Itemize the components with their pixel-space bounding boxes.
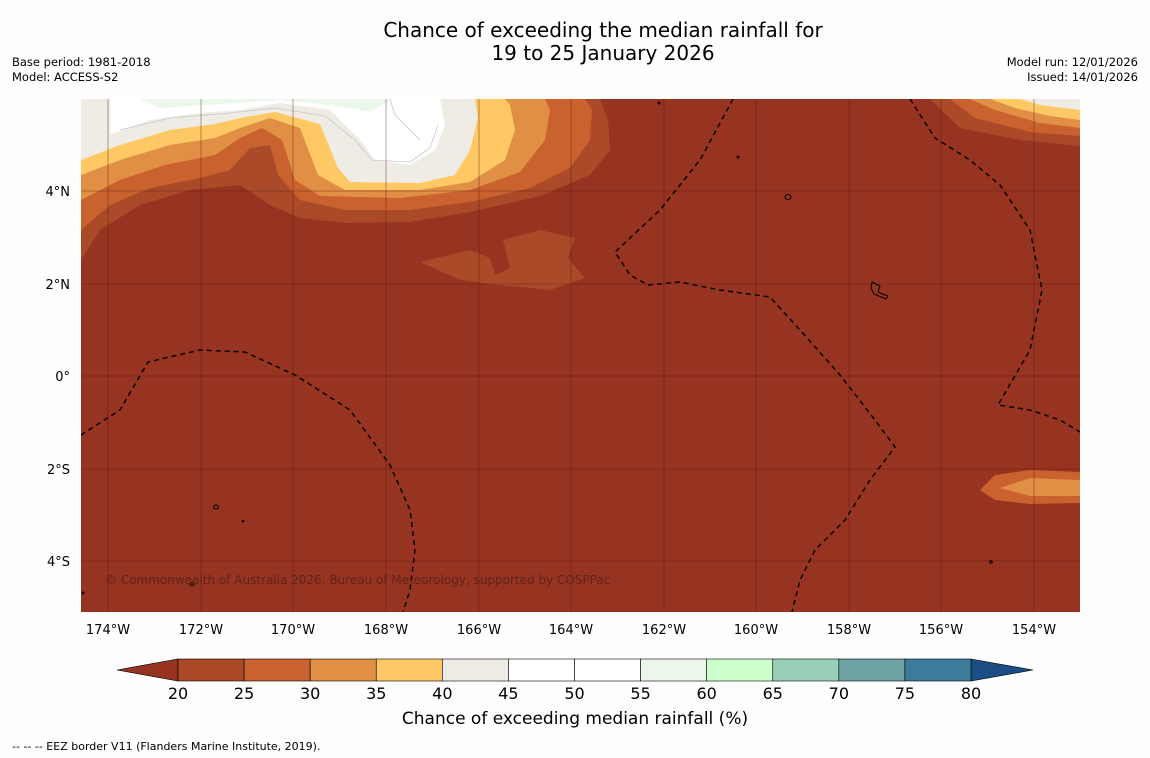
lat-tick-label: 0°: [55, 370, 70, 385]
contour-ne-40-45: [1020, 99, 1080, 110]
lat-gridlines: [81, 190, 1080, 562]
lat-tick-label: 4°N: [46, 185, 71, 200]
contour-45-55: [110, 99, 445, 165]
eez-footnote: -- -- -- EEZ border V11 (Flanders Marine…: [12, 740, 321, 753]
colorbar-tick-label: 45: [498, 684, 518, 703]
map-title: Chance of exceeding the median rainfall …: [0, 19, 1150, 65]
lon-tick-label: 164°W: [549, 623, 593, 638]
colorbar-tick-label: 40: [432, 684, 452, 703]
contour-lines-wet: [119, 99, 439, 163]
colorbar-tick-label: 80: [961, 684, 981, 703]
lon-tick-label: 174°W: [86, 623, 130, 638]
issued-date: Issued: 14/01/2026: [1027, 70, 1138, 84]
title-line-1: Chance of exceeding the median rainfall …: [383, 18, 823, 42]
lon-tick-label: 154°W: [1012, 623, 1056, 638]
colorbar-segment: [904, 658, 972, 682]
colorbar-segment: [177, 658, 245, 682]
lon-tick-label: 156°W: [919, 623, 963, 638]
colorbar-tick-label: 25: [234, 684, 254, 703]
colorbar-segment: [706, 658, 774, 682]
colorbar-segment: [640, 658, 707, 682]
colorbar-segment: [442, 658, 509, 682]
colorbar-segment: [838, 658, 906, 682]
lat-tick-label: 2°N: [46, 278, 71, 293]
model-run: Model run: 12/01/2026: [1006, 55, 1138, 69]
colorbar-under-arrow: [116, 658, 179, 682]
meta-right: Model run: 12/01/2026 Issued: 14/01/2026: [1007, 55, 1138, 85]
colorbar-segment: [243, 658, 311, 682]
colorbar-tick-label: 50: [564, 684, 584, 703]
colorbar-over-arrow: [970, 658, 1034, 682]
meta-left: Base period: 1981-2018 Model: ACCESS-S2: [12, 55, 151, 85]
islands: [81, 101, 993, 595]
lon-gridlines: [107, 99, 1035, 612]
colorbar-segment: [309, 658, 377, 682]
colorbar-segment: [574, 658, 641, 682]
copyright-notice: © Commonwealth of Australia 2026, Bureau…: [105, 573, 610, 587]
colorbar-label: Chance of exceeding median rainfall (%): [401, 709, 749, 729]
colorbar: 20 25 30 35 40 45 50 55 60 65 70 75 80: [116, 658, 1034, 703]
eez-borders: [81, 99, 1080, 612]
lon-tick-label: 158°W: [827, 623, 871, 638]
map-area: © Commonwealth of Australia 2026, Bureau…: [81, 99, 1080, 612]
colorbar-tick-label: 55: [630, 684, 650, 703]
lon-tick-label: 166°W: [457, 623, 501, 638]
contour-55-60: [140, 99, 392, 112]
lon-tick-label: 170°W: [271, 623, 315, 638]
colorbar-segment: [772, 658, 840, 682]
lat-tick-labels: 4°N 2°N 0° 2°S 4°S: [46, 185, 71, 570]
colorbar-tick-label: 65: [763, 684, 783, 703]
title-line-2: 19 to 25 January 2026: [491, 41, 715, 65]
base-period: Base period: 1981-2018: [12, 55, 151, 69]
contour-blob-east-30: [1000, 478, 1080, 496]
lat-tick-label: 2°S: [47, 463, 70, 478]
contour-blob-center: [420, 230, 585, 290]
lon-tick-label: 160°W: [734, 623, 778, 638]
colorbar-tick-labels: 20 25 30 35 40 45 50 55 60 65 70 75 80: [168, 684, 981, 703]
lat-tick-label: 4°S: [47, 555, 70, 570]
colorbar-tick-label: 20: [168, 684, 188, 703]
lon-tick-label: 162°W: [642, 623, 686, 638]
colorbar-tick-label: 30: [300, 684, 320, 703]
lon-tick-label: 172°W: [179, 623, 223, 638]
colorbar-segment: [375, 658, 443, 682]
colorbar-tick-label: 75: [895, 684, 915, 703]
lon-tick-label: 168°W: [364, 623, 408, 638]
lon-tick-labels: 174°W 172°W 170°W 168°W 166°W 164°W 162°…: [86, 623, 1056, 638]
colorbar-segment: [508, 658, 575, 682]
model-name: Model: ACCESS-S2: [12, 70, 119, 84]
colorbar-tick-label: 60: [696, 684, 716, 703]
colorbar-tick-label: 35: [366, 684, 386, 703]
colorbar-tick-label: 70: [829, 684, 849, 703]
colorbar-segments: [177, 658, 972, 682]
